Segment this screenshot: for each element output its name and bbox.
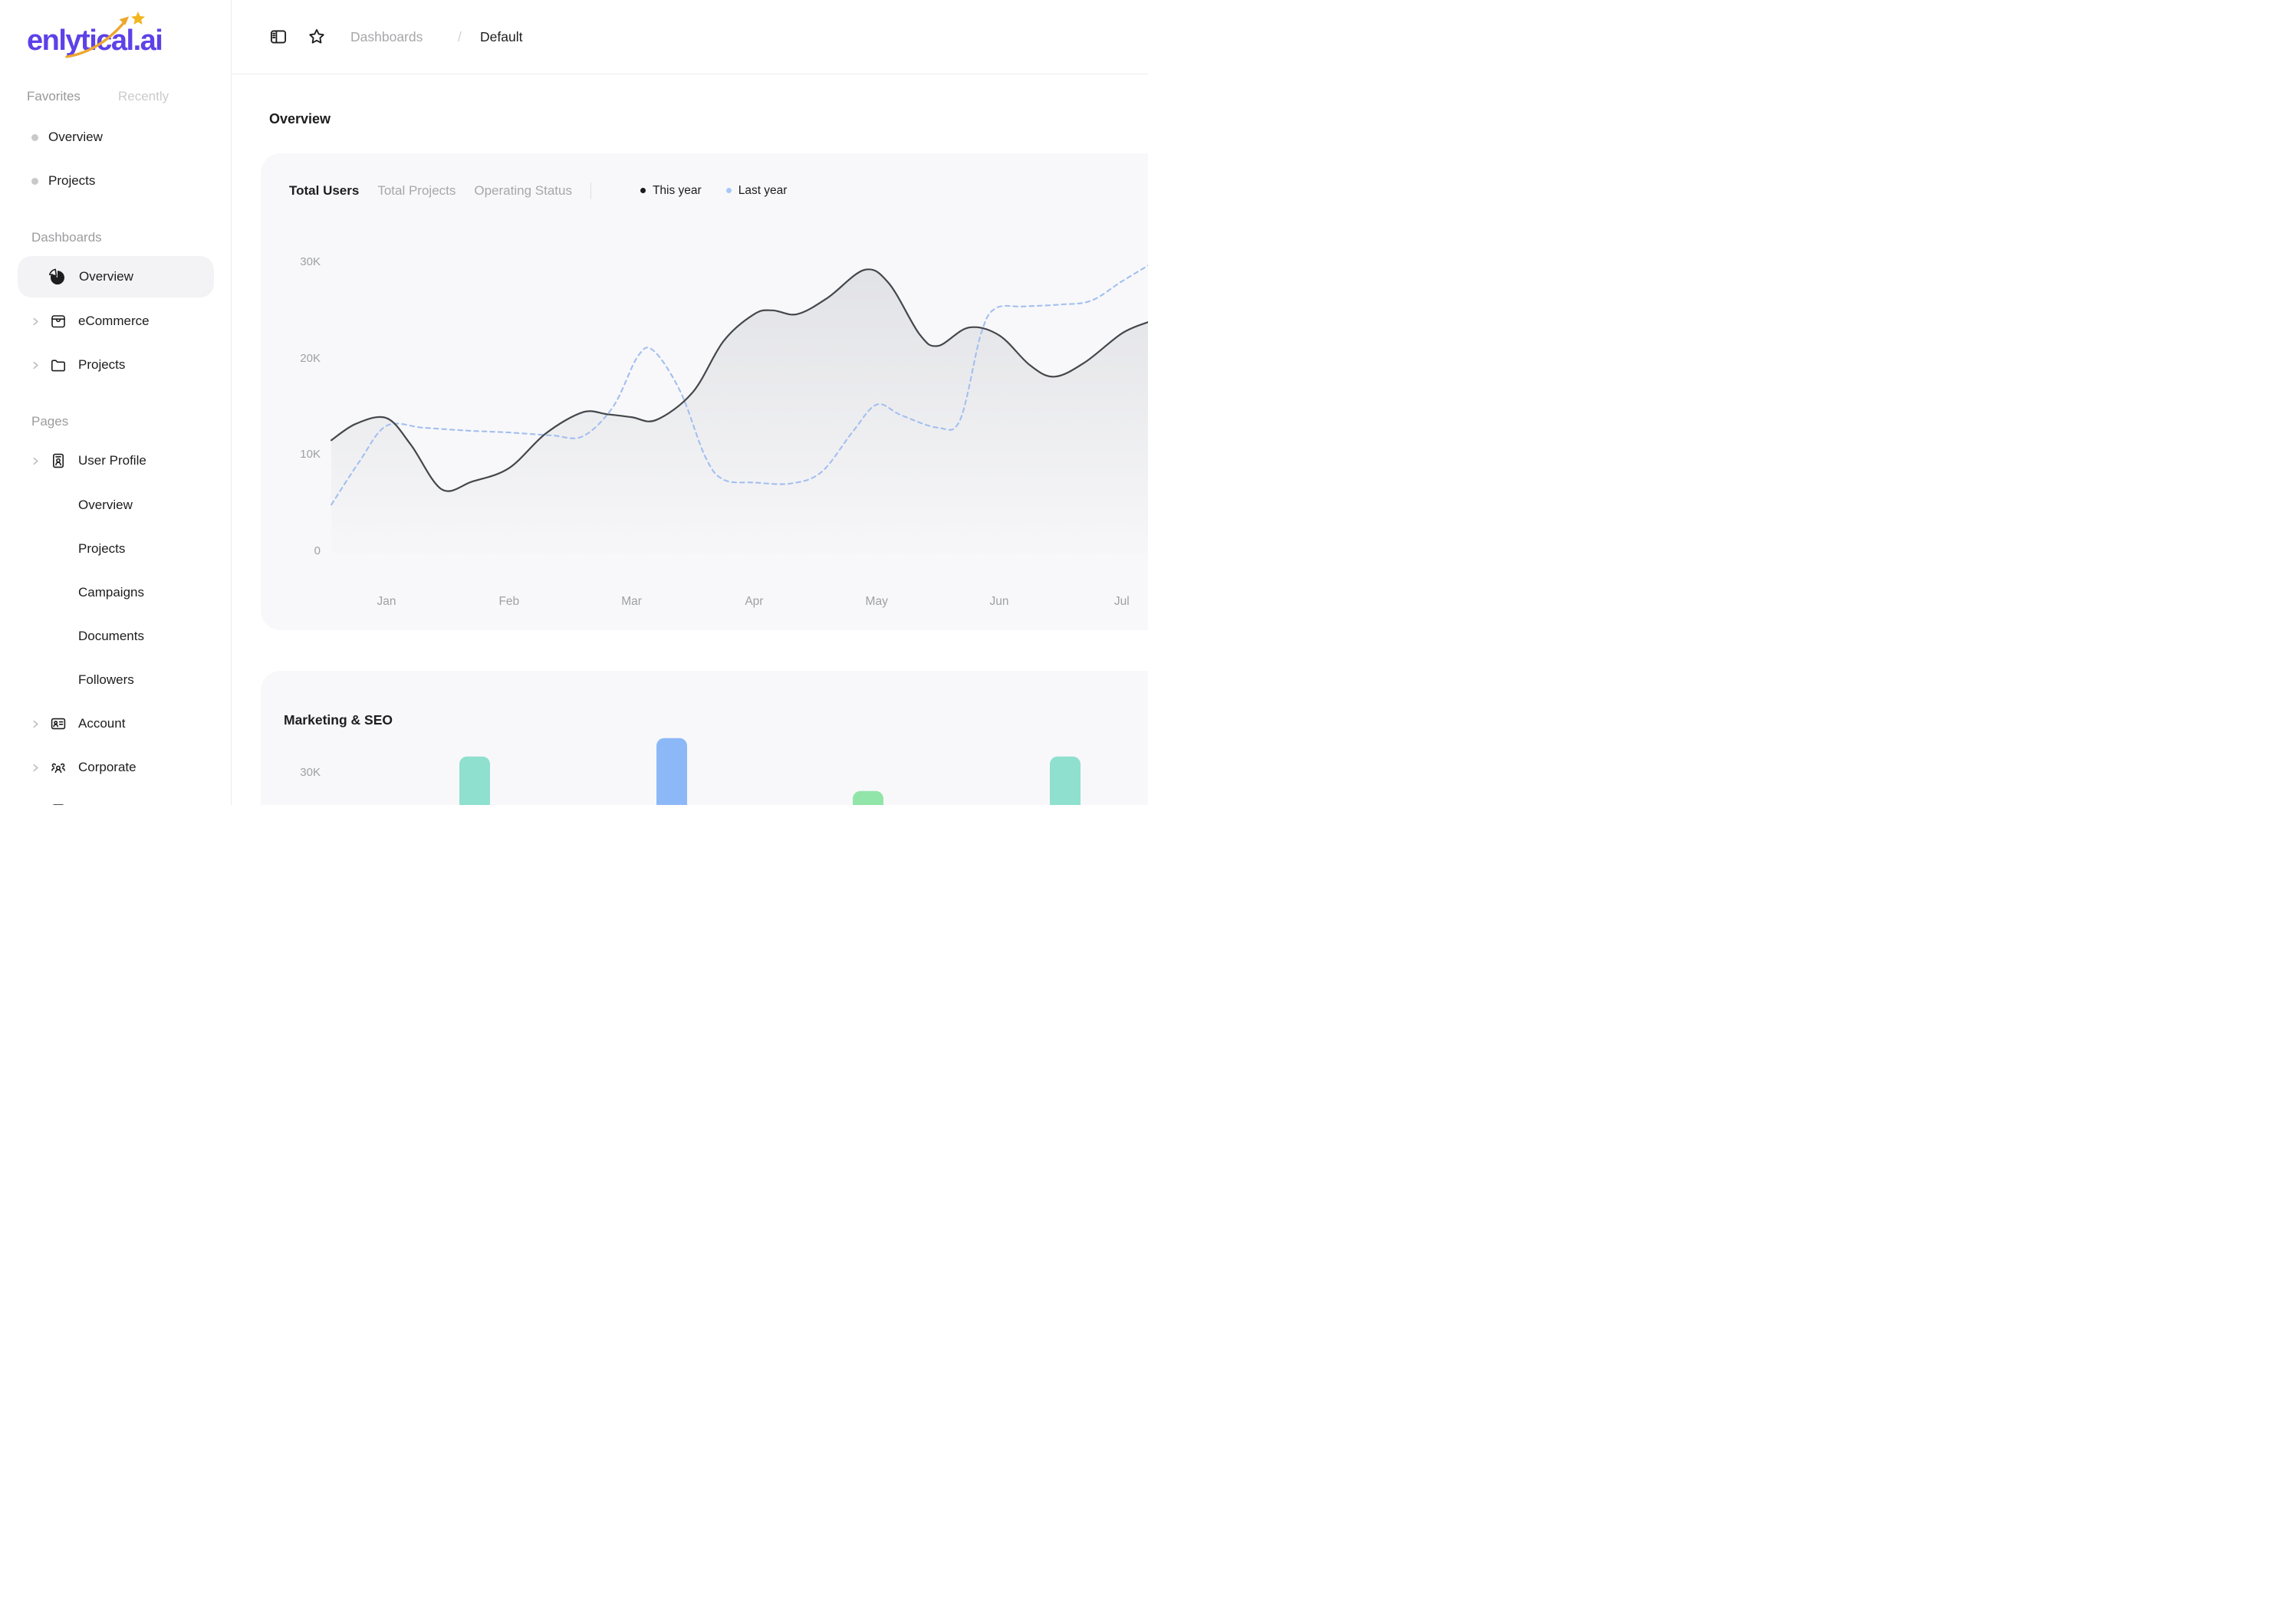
y-tick-label: 20K xyxy=(300,351,321,365)
last-year-dashed-line xyxy=(331,264,1148,506)
sidebar-item-dashboards-projects[interactable]: Projects xyxy=(0,350,232,380)
legend-label: This year xyxy=(652,183,702,197)
sidebar-item-ecommerce[interactable]: eCommerce xyxy=(0,306,232,337)
legend-this-year: This year xyxy=(640,184,702,198)
bar-4 xyxy=(1050,756,1081,805)
chart-legend: This year Last year xyxy=(640,183,788,198)
id-badge-icon xyxy=(51,718,66,730)
sidebar: enlytical.ai Favorites Recently Overview… xyxy=(0,0,232,805)
sidebar-item-account[interactable]: Account xyxy=(0,708,232,739)
bar-3 xyxy=(853,790,883,805)
card-title: Marketing & SEO xyxy=(284,712,393,728)
sidebar-item-label: Campaigns xyxy=(78,585,144,600)
marketing-seo-card: Marketing & SEO 30K xyxy=(261,671,1148,805)
y-axis-label-30k: 30K xyxy=(300,766,321,779)
bullet-dot-icon xyxy=(31,177,38,185)
chevron-right-icon xyxy=(33,457,38,465)
star-icon[interactable] xyxy=(307,27,327,47)
chevron-right-icon xyxy=(33,317,38,326)
bullet-dot-icon xyxy=(31,133,38,141)
x-tick-label: Jun xyxy=(989,595,1009,608)
pie-chart-icon xyxy=(48,268,64,285)
breadcrumb-current[interactable]: Default xyxy=(480,29,523,44)
this-year-area-fill xyxy=(331,269,1148,554)
sidebar-item-label: Projects xyxy=(78,357,126,372)
y-tick-label: 10K xyxy=(300,448,321,461)
sidebar-subitem-campaigns[interactable]: Campaigns xyxy=(0,577,232,608)
sidebar-item-label: Overview xyxy=(78,498,133,512)
x-tick-label: Jul xyxy=(1113,595,1130,608)
sidebar-toggle-icon[interactable] xyxy=(268,27,288,47)
app-screen: enlytical.ai Favorites Recently Overview… xyxy=(0,0,1148,805)
sidebar-subitem-overview[interactable]: Overview xyxy=(0,490,232,521)
overview-chart-card: Total Users Total Projects Operating Sta… xyxy=(261,153,1148,630)
sidebar-item-blog[interactable]: Blog xyxy=(0,796,232,805)
this-year-dot-icon xyxy=(640,188,646,193)
sidebar-item-label: User Profile xyxy=(78,453,146,468)
chevron-right-icon xyxy=(33,720,38,728)
sidebar-item-label: Overview xyxy=(79,269,133,284)
last-year-dot-icon xyxy=(725,188,732,193)
tabs-divider xyxy=(590,182,591,199)
tab-total-projects[interactable]: Total Projects xyxy=(377,182,456,198)
this-year-line xyxy=(331,268,1148,492)
sidebar-item-label: Documents xyxy=(78,629,144,643)
folder-icon xyxy=(51,360,65,372)
sidebar-item-corporate[interactable]: Corporate xyxy=(0,752,232,783)
page-title: Overview xyxy=(269,111,331,127)
section-label-pages: Pages xyxy=(31,414,69,429)
sidebar-subitem-followers[interactable]: Followers xyxy=(0,665,232,695)
sidebar-item-favorite-projects[interactable]: Projects xyxy=(0,166,232,196)
chart-tabs: Total Users Total Projects Operating Sta… xyxy=(289,180,787,201)
logo[interactable]: enlytical.ai xyxy=(27,12,219,63)
x-tick-label: Apr xyxy=(745,595,764,608)
sidebar-item-label: Corporate xyxy=(78,760,137,774)
tab-operating-status[interactable]: Operating Status xyxy=(474,182,572,198)
bar-2 xyxy=(656,738,687,805)
x-tick-label: Mar xyxy=(621,595,642,608)
x-tick-label: May xyxy=(865,595,888,608)
breadcrumb-separator: / xyxy=(458,29,462,44)
sidebar-item-user-profile[interactable]: User Profile xyxy=(0,445,232,476)
tab-total-users[interactable]: Total Users xyxy=(289,182,360,198)
top-bar: Dashboards / Default xyxy=(232,0,1148,74)
x-tick-label: Jan xyxy=(377,595,396,608)
legend-label: Last year xyxy=(738,183,788,197)
notebook-icon xyxy=(52,804,64,805)
sidebar-item-favorite-overview[interactable]: Overview xyxy=(0,122,232,153)
sidebar-item-label: Overview xyxy=(48,130,103,144)
sidebar-item-label: Projects xyxy=(48,173,96,188)
logo-text: enlytical.ai xyxy=(27,25,163,57)
chevron-right-icon xyxy=(33,361,38,370)
main-content: Overview Total Users Total Projects Oper… xyxy=(232,74,1148,805)
section-label-dashboards: Dashboards xyxy=(31,230,102,245)
sidebar-item-label: Projects xyxy=(78,541,126,556)
sidebar-item-label: Blog xyxy=(78,796,104,805)
users-icon xyxy=(51,763,65,774)
chevron-right-icon xyxy=(33,764,38,772)
sidebar-subitem-documents[interactable]: Documents xyxy=(0,621,232,652)
id-card-icon xyxy=(53,453,64,468)
total-users-line-chart xyxy=(331,264,1148,554)
x-tick-label: Feb xyxy=(498,595,520,608)
y-tick-label: 0 xyxy=(314,544,321,557)
sidebar-item-label: eCommerce xyxy=(78,314,150,328)
sidebar-item-label: Account xyxy=(78,716,126,731)
sidebar-item-dashboards-overview[interactable]: Overview xyxy=(18,256,214,297)
shopping-bag-icon xyxy=(51,315,65,328)
marketing-seo-bar-chart xyxy=(459,738,1081,805)
sidebar-item-label: Followers xyxy=(78,672,134,687)
legend-last-year: Last year xyxy=(725,183,788,198)
tab-favorites[interactable]: Favorites xyxy=(27,89,81,104)
sidebar-filter-tabs: Favorites Recently xyxy=(0,81,232,112)
bar-1 xyxy=(459,756,490,805)
breadcrumb-section[interactable]: Dashboards xyxy=(350,29,423,44)
tab-recently[interactable]: Recently xyxy=(118,89,169,104)
sidebar-subitem-projects[interactable]: Projects xyxy=(0,534,232,564)
y-tick-label: 30K xyxy=(300,255,321,268)
